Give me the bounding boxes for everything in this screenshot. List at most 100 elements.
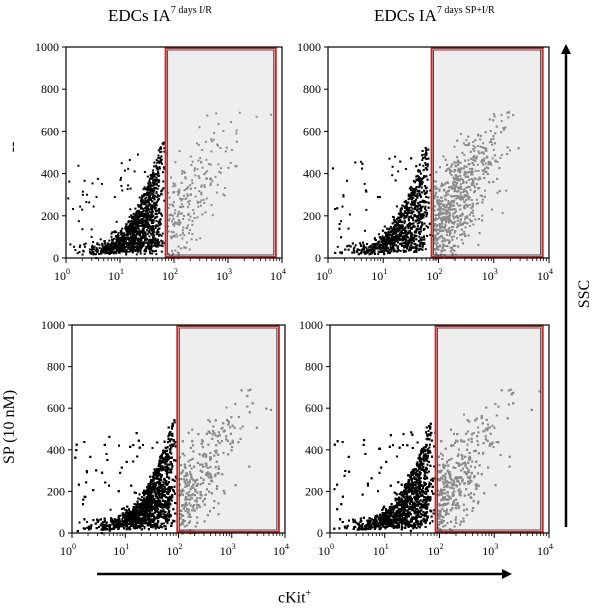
event-point [144, 203, 147, 206]
event-point [457, 168, 460, 171]
event-point [147, 213, 150, 215]
event-point [444, 198, 447, 201]
event-point [93, 245, 96, 248]
event-point [452, 244, 455, 247]
event-point [131, 226, 134, 229]
event-point [126, 242, 128, 245]
event-point [146, 186, 149, 189]
event-point [193, 167, 196, 170]
event-point [464, 226, 467, 229]
event-point [151, 187, 154, 190]
event-point [371, 243, 374, 246]
event-point [410, 217, 413, 219]
event-point [128, 242, 131, 245]
event-point [109, 246, 112, 249]
event-point [149, 190, 152, 193]
event-point [151, 184, 154, 187]
event-point [445, 220, 448, 223]
event-point [434, 188, 437, 191]
event-point [168, 203, 171, 206]
event-point [158, 162, 161, 164]
event-point [455, 165, 457, 168]
event-point [140, 230, 143, 233]
event-point [147, 239, 150, 242]
event-point [154, 225, 157, 228]
event-point [435, 243, 438, 246]
event-point [128, 238, 130, 241]
event-point [411, 200, 414, 203]
y-tick-label: 600 [303, 124, 321, 138]
event-point [156, 240, 159, 243]
event-point [419, 230, 422, 233]
event-point [133, 231, 136, 234]
event-point [200, 185, 203, 188]
event-point [416, 215, 419, 218]
event-point [397, 241, 400, 244]
event-point [490, 140, 493, 143]
event-point [179, 234, 182, 236]
event-point [183, 189, 186, 192]
event-point [125, 230, 128, 233]
event-point [106, 249, 108, 252]
event-point [141, 212, 144, 215]
event-point [438, 205, 441, 208]
event-point [136, 222, 139, 225]
event-point [352, 248, 355, 251]
event-point [403, 205, 406, 208]
event-point [433, 180, 436, 183]
event-point [448, 219, 451, 222]
event-point [496, 177, 499, 180]
event-point [405, 168, 407, 170]
event-point [151, 181, 154, 184]
event-point [155, 176, 158, 179]
event-point [219, 147, 222, 149]
event-point [414, 247, 417, 250]
event-point [445, 210, 448, 213]
event-point [138, 237, 140, 240]
event-point [120, 242, 123, 245]
event-point [464, 159, 467, 162]
event-point [463, 170, 466, 173]
event-point [359, 252, 362, 255]
event-point [434, 248, 437, 251]
event-point [159, 157, 162, 160]
event-point [398, 238, 401, 241]
event-point [379, 247, 382, 250]
event-point [441, 200, 444, 203]
event-point [445, 213, 448, 215]
event-point [153, 237, 156, 240]
event-point [505, 189, 508, 192]
event-point [126, 238, 129, 241]
event-point [494, 132, 497, 135]
event-point [196, 168, 199, 171]
event-point [146, 219, 149, 222]
event-point [409, 240, 412, 243]
event-point [155, 167, 158, 170]
event-point [146, 229, 149, 232]
event-point [190, 164, 193, 166]
event-point [112, 243, 115, 246]
event-point [433, 209, 436, 212]
event-point [394, 223, 397, 226]
event-point [410, 198, 413, 201]
event-point [474, 177, 477, 180]
event-point [107, 243, 110, 246]
event-point [448, 203, 451, 206]
event-point [440, 250, 443, 253]
event-point [174, 209, 177, 212]
event-point [334, 208, 337, 210]
event-point [462, 242, 464, 245]
event-point [155, 253, 158, 256]
event-point [406, 247, 408, 250]
event-point [381, 229, 384, 232]
event-point [427, 148, 430, 151]
event-point [160, 250, 163, 253]
event-point [408, 211, 411, 214]
event-point [362, 244, 365, 247]
event-point [227, 166, 230, 169]
event-point [138, 209, 140, 212]
event-point [187, 212, 190, 215]
event-point [128, 215, 131, 218]
event-point [499, 156, 502, 159]
